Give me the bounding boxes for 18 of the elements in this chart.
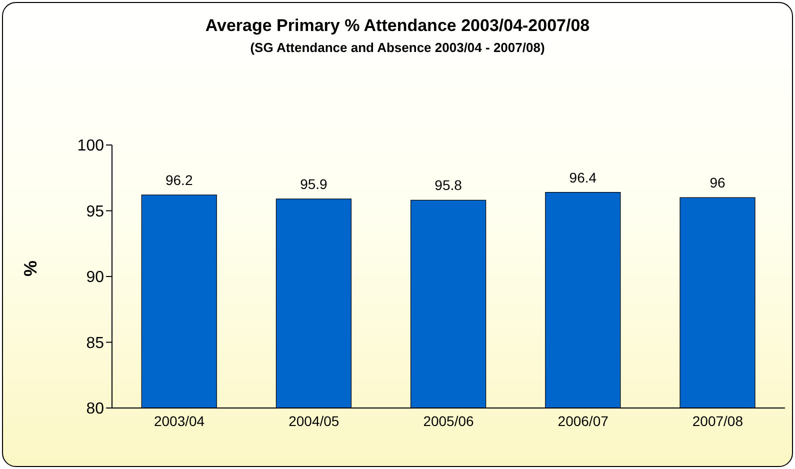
data-label: 96: [710, 174, 726, 191]
y-tick-label: 95: [86, 203, 104, 220]
data-label: 95.8: [434, 177, 462, 194]
chart-title: Average Primary % Attendance 2003/04-2007/08: [204, 16, 591, 36]
x-tick-label: 2003/04: [154, 412, 205, 429]
x-tick-label: 2007/08: [692, 412, 744, 429]
data-label: 96.4: [569, 169, 597, 186]
x-tick-label: 2004/05: [288, 412, 340, 429]
x-tick-label: 2005/06: [423, 412, 474, 429]
x-tick-label: 2006/07: [558, 412, 609, 429]
y-axis-title: %: [20, 260, 40, 276]
y-tick-label: 100: [77, 138, 104, 155]
y-tick-label: 85: [86, 334, 104, 352]
chart-subtitle: (SG Attendance and Absence 2003/04 - 2007/08): [249, 40, 546, 55]
y-tick-label: 80: [86, 400, 104, 418]
data-label: 96.2: [165, 172, 193, 188]
data-label: 95.9: [300, 176, 328, 192]
y-tick-label: 90: [86, 269, 104, 286]
